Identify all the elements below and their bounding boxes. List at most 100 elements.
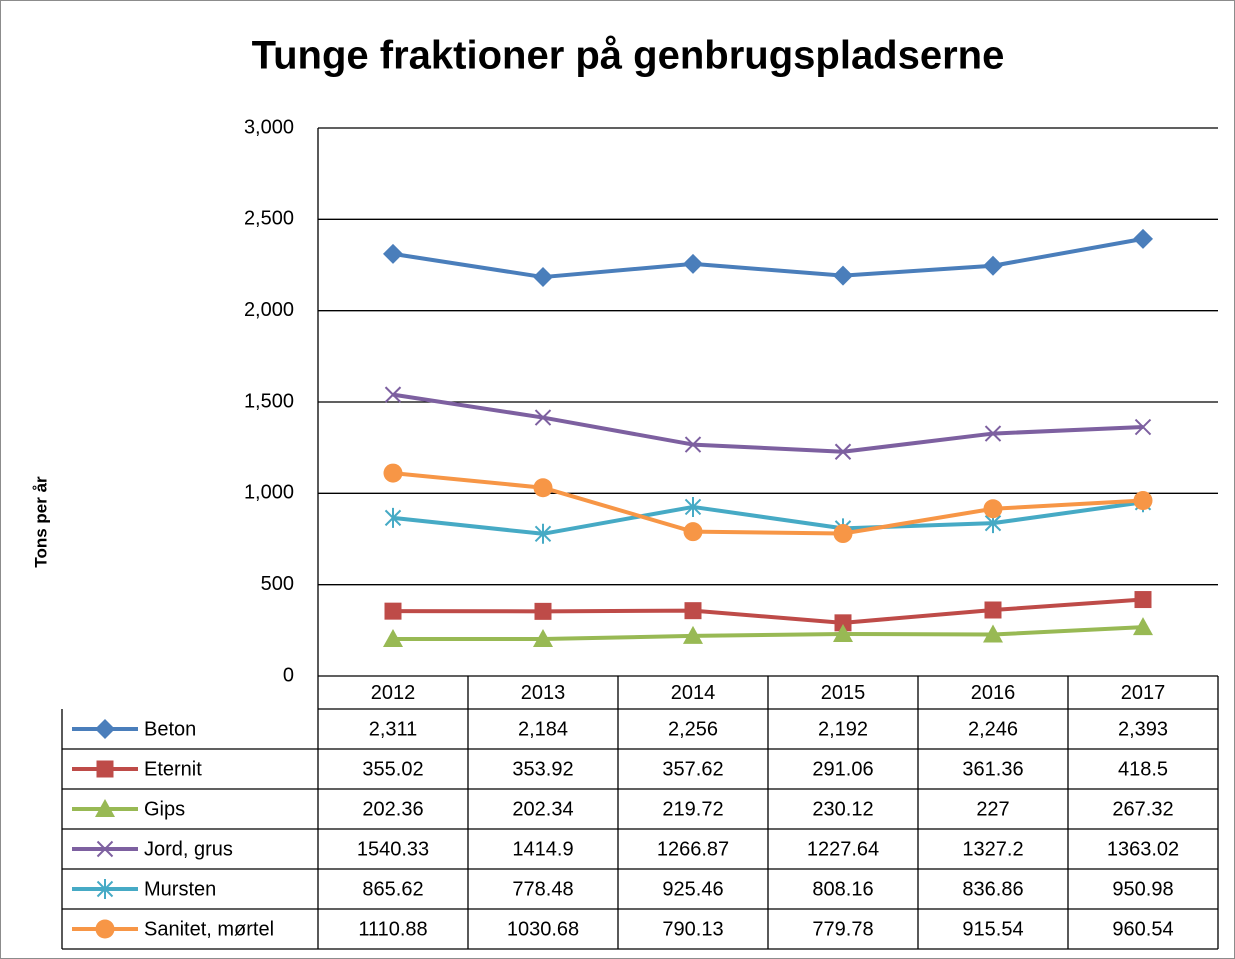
marker: [96, 879, 114, 899]
y-tick-label: 0: [283, 664, 294, 686]
marker: [983, 499, 1003, 519]
marker: [95, 919, 115, 939]
y-tick-label: 2,000: [244, 299, 294, 321]
marker: [984, 425, 1002, 442]
x-tick-label: 2015: [821, 682, 866, 704]
y-axis-label: Tons per år: [31, 476, 50, 568]
table-value: 219.72: [662, 798, 723, 820]
table-value: 960.54: [1112, 918, 1173, 940]
table-value: 1110.88: [358, 918, 427, 940]
x-tick-label: 2013: [521, 682, 566, 704]
marker: [96, 760, 114, 778]
marker: [96, 840, 114, 858]
marker: [683, 625, 703, 644]
marker: [95, 799, 115, 817]
table-value: 230.12: [812, 798, 873, 820]
table-value: 361.36: [962, 758, 1023, 780]
table-value: 2,192: [818, 718, 868, 740]
table-value: 2,256: [668, 718, 718, 740]
marker: [683, 522, 703, 542]
marker: [1134, 591, 1152, 609]
marker: [684, 602, 702, 620]
marker: [683, 253, 703, 274]
y-tick-label: 1,000: [244, 482, 294, 504]
marker: [534, 523, 552, 544]
marker: [533, 267, 553, 288]
series-line: [392, 625, 1144, 642]
table-value: 1540.33: [357, 838, 429, 860]
marker: [983, 624, 1003, 643]
marker: [1134, 418, 1152, 436]
table-value: 1363.02: [1107, 838, 1179, 860]
marker: [383, 243, 403, 264]
table-value: 418.5: [1118, 758, 1168, 780]
series-line: [392, 471, 1144, 536]
series-line: [392, 500, 1144, 536]
y-tick-label: 500: [261, 573, 294, 595]
table-value: 925.46: [662, 878, 723, 900]
series-line: [392, 236, 1144, 280]
legend-label: Sanitet, mørtel: [144, 918, 274, 940]
x-tick-label: 2014: [671, 682, 716, 704]
table-value: 355.02: [362, 758, 423, 780]
table-value: 353.92: [512, 758, 573, 780]
table-value: 950.98: [1112, 878, 1173, 900]
table-value: 836.86: [962, 878, 1023, 900]
marker: [384, 602, 402, 620]
x-tick-label: 2017: [1121, 682, 1166, 704]
table-value: 1327.2: [962, 838, 1023, 860]
table-value: 915.54: [962, 918, 1023, 940]
series-line: [392, 597, 1144, 625]
table-value: 778.48: [512, 878, 573, 900]
marker: [534, 409, 552, 426]
table-value: 2,246: [968, 718, 1018, 740]
y-tick-label: 3,000: [244, 116, 294, 138]
marker: [833, 524, 853, 544]
table-value: 202.36: [362, 798, 423, 820]
y-tick-label: 2,500: [244, 208, 294, 230]
marker: [1133, 617, 1153, 636]
marker: [833, 623, 853, 642]
legend-label: Gips: [144, 798, 185, 820]
marker: [383, 629, 403, 648]
table-value: 267.32: [1112, 798, 1173, 820]
legend-label: Mursten: [144, 878, 216, 900]
x-tick-label: 2012: [371, 682, 416, 704]
table-value: 2,311: [369, 718, 418, 740]
marker: [1133, 491, 1153, 511]
marker: [384, 386, 402, 403]
marker: [684, 436, 702, 453]
table-value: 202.34: [512, 798, 573, 820]
table-value: 1414.9: [512, 838, 573, 860]
marker: [684, 496, 702, 517]
table-value: 2,393: [1118, 718, 1168, 740]
marker: [984, 601, 1002, 619]
marker: [1133, 228, 1153, 249]
table-value: 357.62: [662, 758, 723, 780]
table-value: 1030.68: [507, 918, 579, 940]
marker: [533, 478, 553, 498]
table-value: 1227.64: [807, 838, 879, 860]
chart-title: Tunge fraktioner på genbrugspladserne: [252, 34, 1005, 78]
marker: [384, 507, 402, 528]
table-value: 291.06: [812, 758, 873, 780]
marker: [533, 629, 553, 648]
table-value: 865.62: [362, 878, 423, 900]
marker: [834, 614, 852, 632]
table-value: 790.13: [662, 918, 723, 940]
series-line: [392, 392, 1144, 454]
marker: [833, 265, 853, 286]
marker: [95, 719, 115, 739]
x-tick-label: 2016: [971, 682, 1016, 704]
table-value: 227: [976, 798, 1009, 820]
table-value: 1266.87: [657, 838, 729, 860]
table-value: 779.78: [812, 918, 873, 940]
legend-label: Eternit: [144, 758, 202, 780]
marker: [383, 463, 403, 483]
table-value: 2,184: [518, 718, 568, 740]
marker: [534, 602, 552, 620]
y-tick-label: 1,500: [244, 390, 294, 412]
legend-label: Jord, grus: [144, 838, 233, 860]
